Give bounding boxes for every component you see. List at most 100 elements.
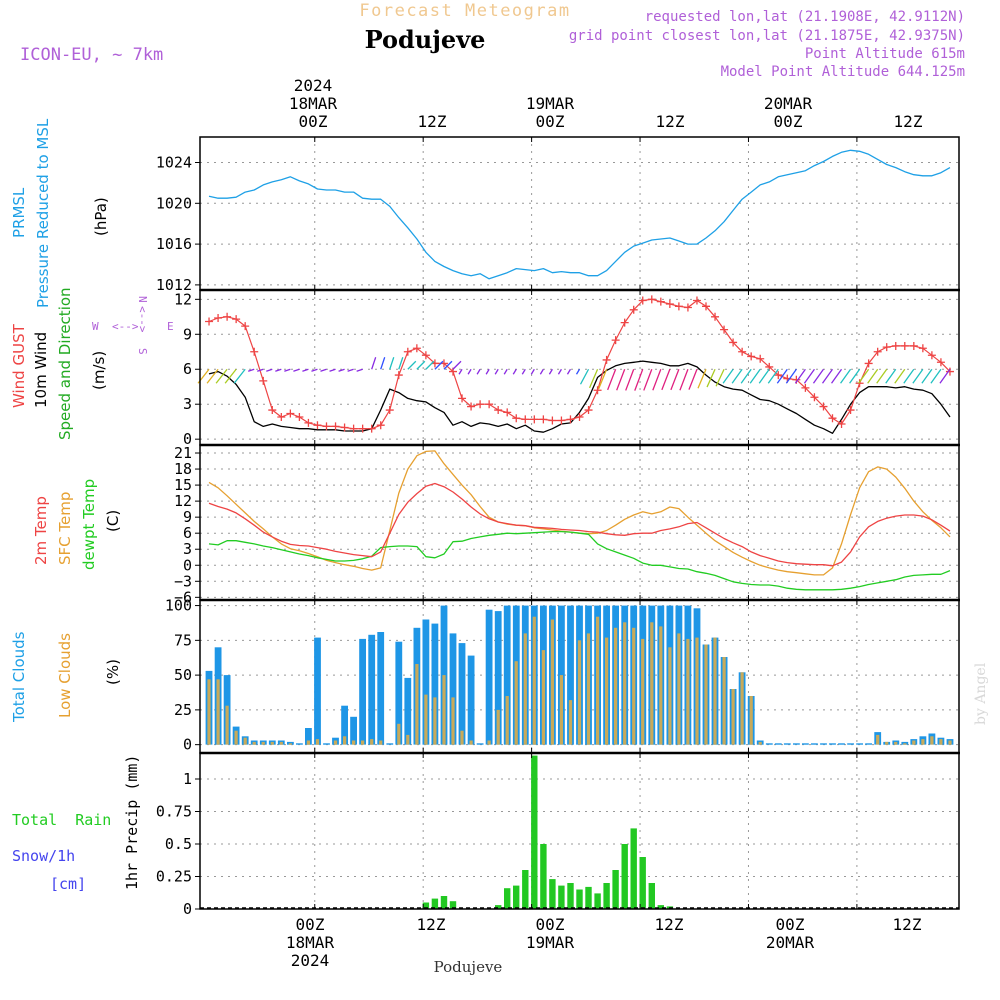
panel-frames: 1012101610201024036912−6−303691215182102… <box>156 136 960 918</box>
location-title: Podujeve <box>365 25 486 54</box>
rain-bar-40 <box>567 883 574 909</box>
total-cloud-bar-70 <box>838 743 845 745</box>
wind-arrow-26 <box>443 360 453 370</box>
gust-point-17 <box>358 424 367 433</box>
low-cloud-bar-3 <box>234 730 238 745</box>
rain-bar-48 <box>639 857 646 909</box>
rain-bar-35 <box>522 870 529 909</box>
gust-point-78 <box>909 341 918 350</box>
gust-point-10 <box>295 413 304 422</box>
total-cloud-bar-11 <box>305 728 312 745</box>
gust-point-1 <box>214 313 223 322</box>
wind-arrow-63 <box>767 368 779 384</box>
temperature-ytick-label-2: 0 <box>183 556 192 574</box>
wind-arrow-53 <box>679 369 689 391</box>
rain-bar-26 <box>440 896 448 909</box>
wind-arrow-69 <box>821 368 834 384</box>
gust-point-50 <box>656 297 665 306</box>
wind-ytick-label-4: 12 <box>174 290 192 308</box>
gust-point-47 <box>629 305 638 314</box>
total-cloud-bar-71 <box>847 743 854 745</box>
low-cloud-bar-31 <box>487 740 491 745</box>
wind-arrow-60 <box>740 368 752 384</box>
gust-point-12 <box>313 421 322 430</box>
wind-arrow-25 <box>434 360 444 370</box>
clouds-ytick-label-0: 0 <box>183 736 192 754</box>
wind-arrow-38 <box>548 368 553 375</box>
total-cloud-bar-73 <box>865 743 872 745</box>
gust-point-7 <box>268 406 277 415</box>
compass-rose: W E N S <--> <--> <box>92 296 174 355</box>
wind-10m-label: 10m Wind <box>32 332 50 408</box>
data-marks <box>197 149 959 909</box>
wind-arrow-23 <box>416 360 426 370</box>
wind10-line <box>208 360 951 434</box>
rain-bar-50 <box>657 905 664 909</box>
total-cloud-bar-25 <box>431 623 439 745</box>
wind-panel-frame <box>199 289 960 446</box>
wind-arrow-14 <box>329 368 336 372</box>
gust-point-30 <box>476 400 485 409</box>
rain-bar-33 <box>504 888 511 909</box>
total-cloud-bar-69 <box>829 743 836 745</box>
wind-arrow-27 <box>452 360 462 370</box>
wind-arrow-11 <box>302 368 309 372</box>
bottom-tick-12z-20: 12Z <box>893 915 922 934</box>
wind-arrow-55 <box>697 368 707 389</box>
compass-east: E <box>167 320 174 333</box>
low-cloud-bar-80 <box>930 736 934 745</box>
gust-point-81 <box>936 358 945 367</box>
gust-point-68 <box>819 402 828 411</box>
gust-point-15 <box>340 423 349 432</box>
pressure-ytick-label-0: 1012 <box>156 276 192 294</box>
rain-bar-39 <box>558 885 565 909</box>
wind-arrow-79 <box>912 368 924 384</box>
gust-point-45 <box>611 336 620 345</box>
gust-line <box>208 298 951 430</box>
snow-unit: [cm] <box>50 875 86 893</box>
wind-arrow-42 <box>579 368 590 385</box>
wind-arrow-40 <box>566 368 572 375</box>
gust-point-58 <box>729 338 738 347</box>
wind-arrow-70 <box>831 368 843 384</box>
total-cloud-bar-67 <box>811 743 818 745</box>
wind-arrow-7 <box>266 368 273 372</box>
total-cloud-bar-21 <box>395 641 403 745</box>
low-cloud-bar-33 <box>505 696 509 745</box>
rain-bar-47 <box>630 828 637 909</box>
total-cloud-bar-13 <box>323 743 330 745</box>
gust-point-18 <box>367 424 376 433</box>
gust-point-14 <box>331 422 340 431</box>
total-cloud-bar-33 <box>503 605 511 745</box>
gust-point-19 <box>376 421 385 430</box>
wind-arrow-48 <box>634 369 644 391</box>
low-cloud-bar-9 <box>288 743 292 745</box>
total-cloud-bar-15 <box>341 705 348 745</box>
low-cloud-bar-76 <box>894 741 898 745</box>
gust-point-43 <box>593 386 602 395</box>
low-cloud-bar-77 <box>903 743 907 745</box>
gust-point-61 <box>756 354 765 363</box>
total-cloud-bar-12 <box>314 637 321 745</box>
low-cloud-bar-26 <box>442 675 446 745</box>
pressure-panel-frame <box>199 136 960 291</box>
gust-point-13 <box>322 422 331 431</box>
gust-point-2 <box>223 312 232 321</box>
compass-ns-arrows: <--> <box>136 306 149 333</box>
gust-point-41 <box>575 413 584 422</box>
wind-arrow-71 <box>840 368 852 384</box>
compass-south: S <box>136 348 149 355</box>
gust-point-69 <box>828 414 837 423</box>
gust-point-3 <box>232 315 241 324</box>
gust-point-6 <box>259 376 268 385</box>
wind-arrow-73 <box>858 368 870 384</box>
wind-panel-labels: Wind GUST 10m Wind Speed and Direction (… <box>10 287 174 440</box>
gust-point-38 <box>548 416 557 425</box>
low-cloud-bar-11 <box>306 740 310 745</box>
compass-ew-arrows: <--> <box>112 320 139 333</box>
low-cloud-bar-55 <box>704 644 708 745</box>
wind-arrow-68 <box>812 368 824 384</box>
wind-arrow-58 <box>722 368 734 384</box>
clouds-unit: (%) <box>104 659 122 685</box>
gust-point-75 <box>882 343 891 352</box>
